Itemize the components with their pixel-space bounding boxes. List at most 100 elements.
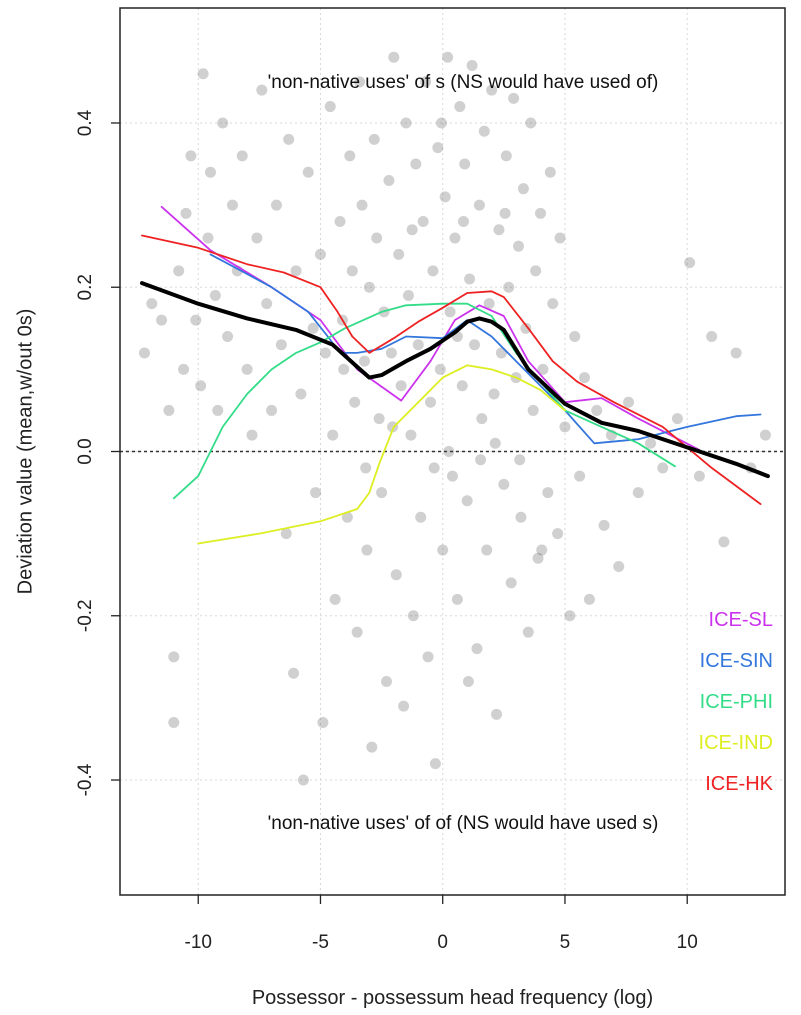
scatter-point [657, 462, 669, 474]
scatter-point [706, 331, 718, 343]
scatter-point [537, 363, 549, 375]
scatter-point [542, 487, 554, 499]
scatter-point [217, 117, 229, 129]
scatter-point [532, 552, 544, 564]
scatter-point [473, 199, 485, 211]
x-axis-title: Possessor - possessum head frequency (lo… [252, 987, 653, 1009]
scatter-point [434, 363, 446, 375]
scatter-point [486, 84, 498, 96]
scatter-point [498, 478, 510, 490]
scatter-point [613, 560, 625, 572]
scatter-point [341, 511, 353, 523]
scatter-point [718, 536, 730, 548]
scatter-point [437, 544, 449, 556]
scatter-point [168, 717, 180, 729]
scatter-point [376, 487, 388, 499]
scatter-point [491, 708, 503, 720]
scatter-point [344, 150, 356, 162]
scatter-point [280, 528, 292, 540]
scatter-point [146, 298, 158, 310]
scatter-point [422, 651, 434, 663]
scatter-point [327, 429, 339, 441]
scatter-point [319, 347, 331, 359]
y-tick-label: 0.0 [75, 438, 96, 464]
legend-item-ice-sl: ICE-SL [709, 609, 773, 631]
scatter-point [517, 183, 529, 195]
scatter-point [261, 298, 273, 310]
scatter-point [204, 166, 216, 178]
scatter-point [623, 396, 635, 408]
scatter-point [574, 470, 586, 482]
scatter-point [730, 347, 742, 359]
scatter-point [410, 158, 422, 170]
legend-item-ice-ind: ICE-IND [699, 732, 773, 754]
scatter-point [190, 314, 202, 326]
scatter-point [222, 331, 234, 343]
scatter-point [632, 487, 644, 499]
scatter-point [168, 651, 180, 663]
scatter-point [476, 413, 488, 425]
scatter-point [459, 158, 471, 170]
x-tick-label: -10 [185, 932, 212, 953]
scatter-point [407, 610, 419, 622]
scatter-point [536, 544, 548, 556]
y-axis-title: Deviation value (mean,w/out 0s) [14, 309, 36, 595]
scatter-point [488, 388, 500, 400]
scatter-point [180, 207, 192, 219]
scatter-point [402, 289, 414, 301]
scatter-point [417, 216, 429, 228]
scatter-point [251, 232, 263, 244]
scatter-point [447, 470, 458, 482]
scatter-point [197, 68, 209, 80]
scatter-point [354, 76, 366, 88]
scatter-point [671, 413, 683, 425]
scatter-point [598, 519, 610, 531]
scatter-point [559, 421, 571, 433]
scatter-point [483, 298, 495, 310]
scatter-point [513, 240, 525, 252]
scatter-point [424, 396, 436, 408]
scatter-point [406, 224, 418, 236]
scatter-point [226, 199, 238, 211]
scatter-point [552, 528, 564, 540]
y-tick-label: -0.4 [75, 763, 96, 796]
scatter-point [489, 437, 501, 449]
series-line-ice-phi [172, 302, 676, 500]
scatter-point [351, 626, 363, 638]
scatter-point [427, 265, 439, 277]
x-tick-label: 0 [437, 932, 448, 953]
scatter-point [442, 51, 454, 63]
y-tick-label: -0.2 [75, 599, 96, 632]
scatter-point [478, 125, 490, 137]
annotation-top: 'non-native uses' of s (NS would have us… [268, 72, 659, 93]
scatter-point [591, 404, 603, 416]
scatter-point [520, 322, 532, 334]
scatter-point [525, 117, 537, 129]
scatter-point [522, 626, 534, 638]
y-tick-label: 0.4 [75, 109, 96, 136]
scatter-point [256, 84, 268, 96]
scatter-point [363, 281, 375, 293]
legend-item-ice-phi: ICE-PHI [700, 691, 773, 713]
scatter-point [466, 59, 478, 71]
scatter-point [398, 700, 410, 712]
scatter-point [514, 454, 526, 466]
scatter-point [185, 150, 197, 162]
scatter-point [569, 331, 581, 343]
scatter-point [684, 257, 696, 269]
scatter-point [380, 675, 392, 687]
scatter-point [390, 569, 402, 581]
scatter-point [554, 232, 566, 244]
scatter-point [458, 216, 470, 228]
scatter-point [388, 51, 400, 63]
scatter-point [471, 643, 483, 655]
scatter-point [428, 462, 440, 474]
scatter-point [393, 248, 405, 260]
scatter-point [246, 429, 258, 441]
scatter-point [356, 199, 368, 211]
legend: ICE-SL ICE-SIN ICE-PHI ICE-IND ICE-HK [699, 609, 774, 795]
y-axis: -0.4 -0.2 0.0 0.2 0.4 [75, 109, 120, 796]
scatter-point [212, 404, 224, 416]
scatter-point [360, 462, 372, 474]
